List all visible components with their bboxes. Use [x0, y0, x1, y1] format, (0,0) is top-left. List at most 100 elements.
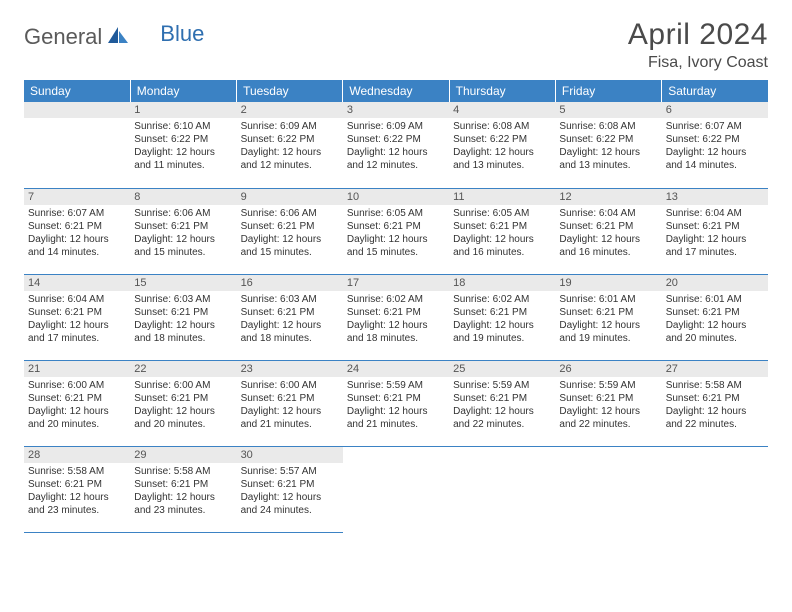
sunrise-text: Sunrise: 5:58 AM [28, 465, 126, 478]
sunrise-text: Sunrise: 6:00 AM [28, 379, 126, 392]
weekday-header-row: Sunday Monday Tuesday Wednesday Thursday… [24, 80, 768, 102]
sunrise-text: Sunrise: 6:03 AM [241, 293, 339, 306]
weekday-header: Saturday [662, 80, 768, 102]
day-number: 28 [24, 447, 130, 463]
day-number: 7 [24, 189, 130, 205]
sunrise-text: Sunrise: 6:09 AM [241, 120, 339, 133]
day-number: 9 [237, 189, 343, 205]
sunset-text: Sunset: 6:22 PM [559, 133, 657, 146]
day-number: 20 [662, 275, 768, 291]
sunrise-text: Sunrise: 6:04 AM [28, 293, 126, 306]
day-cell: 30Sunrise: 5:57 AMSunset: 6:21 PMDayligh… [237, 446, 343, 532]
daylight-text: Daylight: 12 hours and 20 minutes. [134, 405, 232, 431]
day-cell [343, 446, 449, 532]
sunrise-text: Sunrise: 6:00 AM [241, 379, 339, 392]
day-details: Sunrise: 6:05 AMSunset: 6:21 PMDaylight:… [449, 205, 555, 263]
day-details: Sunrise: 6:00 AMSunset: 6:21 PMDaylight:… [24, 377, 130, 435]
day-cell: 25Sunrise: 5:59 AMSunset: 6:21 PMDayligh… [449, 360, 555, 446]
daylight-text: Daylight: 12 hours and 20 minutes. [28, 405, 126, 431]
day-details: Sunrise: 6:02 AMSunset: 6:21 PMDaylight:… [449, 291, 555, 349]
day-cell: 5Sunrise: 6:08 AMSunset: 6:22 PMDaylight… [555, 102, 661, 188]
day-cell: 1Sunrise: 6:10 AMSunset: 6:22 PMDaylight… [130, 102, 236, 188]
day-cell: 21Sunrise: 6:00 AMSunset: 6:21 PMDayligh… [24, 360, 130, 446]
day-number: 27 [662, 361, 768, 377]
daylight-text: Daylight: 12 hours and 17 minutes. [666, 233, 764, 259]
day-details: Sunrise: 6:02 AMSunset: 6:21 PMDaylight:… [343, 291, 449, 349]
weekday-header: Monday [130, 80, 236, 102]
sunrise-text: Sunrise: 6:10 AM [134, 120, 232, 133]
day-number: 11 [449, 189, 555, 205]
day-cell: 3Sunrise: 6:09 AMSunset: 6:22 PMDaylight… [343, 102, 449, 188]
day-details: Sunrise: 5:59 AMSunset: 6:21 PMDaylight:… [555, 377, 661, 435]
day-cell: 13Sunrise: 6:04 AMSunset: 6:21 PMDayligh… [662, 188, 768, 274]
daylight-text: Daylight: 12 hours and 24 minutes. [241, 491, 339, 517]
week-row: 14Sunrise: 6:04 AMSunset: 6:21 PMDayligh… [24, 274, 768, 360]
daylight-text: Daylight: 12 hours and 13 minutes. [453, 146, 551, 172]
day-number: 17 [343, 275, 449, 291]
daylight-text: Daylight: 12 hours and 16 minutes. [559, 233, 657, 259]
sunset-text: Sunset: 6:21 PM [28, 306, 126, 319]
day-details: Sunrise: 5:59 AMSunset: 6:21 PMDaylight:… [449, 377, 555, 435]
daylight-text: Daylight: 12 hours and 12 minutes. [347, 146, 445, 172]
daylight-text: Daylight: 12 hours and 19 minutes. [559, 319, 657, 345]
sunrise-text: Sunrise: 5:59 AM [559, 379, 657, 392]
daylight-text: Daylight: 12 hours and 13 minutes. [559, 146, 657, 172]
day-cell: 6Sunrise: 6:07 AMSunset: 6:22 PMDaylight… [662, 102, 768, 188]
sunset-text: Sunset: 6:21 PM [241, 392, 339, 405]
daylight-text: Daylight: 12 hours and 18 minutes. [241, 319, 339, 345]
brand-part1: General [24, 24, 102, 50]
daylight-text: Daylight: 12 hours and 12 minutes. [241, 146, 339, 172]
day-details: Sunrise: 6:01 AMSunset: 6:21 PMDaylight:… [662, 291, 768, 349]
daylight-text: Daylight: 12 hours and 23 minutes. [134, 491, 232, 517]
day-number: 26 [555, 361, 661, 377]
sunset-text: Sunset: 6:21 PM [559, 392, 657, 405]
sunset-text: Sunset: 6:21 PM [134, 306, 232, 319]
daylight-text: Daylight: 12 hours and 22 minutes. [453, 405, 551, 431]
day-details: Sunrise: 6:04 AMSunset: 6:21 PMDaylight:… [24, 291, 130, 349]
daylight-text: Daylight: 12 hours and 22 minutes. [559, 405, 657, 431]
sunset-text: Sunset: 6:22 PM [347, 133, 445, 146]
day-cell: 20Sunrise: 6:01 AMSunset: 6:21 PMDayligh… [662, 274, 768, 360]
day-number: 6 [662, 102, 768, 118]
day-details: Sunrise: 6:03 AMSunset: 6:21 PMDaylight:… [130, 291, 236, 349]
day-number: 10 [343, 189, 449, 205]
day-details: Sunrise: 6:07 AMSunset: 6:22 PMDaylight:… [662, 118, 768, 176]
day-number: 12 [555, 189, 661, 205]
day-number: 19 [555, 275, 661, 291]
day-cell: 28Sunrise: 5:58 AMSunset: 6:21 PMDayligh… [24, 446, 130, 532]
sunset-text: Sunset: 6:21 PM [28, 478, 126, 491]
weekday-header: Wednesday [343, 80, 449, 102]
sunset-text: Sunset: 6:21 PM [347, 220, 445, 233]
day-number: 16 [237, 275, 343, 291]
day-details: Sunrise: 5:58 AMSunset: 6:21 PMDaylight:… [24, 463, 130, 521]
daylight-text: Daylight: 12 hours and 15 minutes. [134, 233, 232, 259]
day-number: 30 [237, 447, 343, 463]
sunrise-text: Sunrise: 6:01 AM [666, 293, 764, 306]
day-cell: 23Sunrise: 6:00 AMSunset: 6:21 PMDayligh… [237, 360, 343, 446]
day-number: 3 [343, 102, 449, 118]
sunrise-text: Sunrise: 5:59 AM [347, 379, 445, 392]
day-cell: 26Sunrise: 5:59 AMSunset: 6:21 PMDayligh… [555, 360, 661, 446]
day-cell [555, 446, 661, 532]
day-cell: 16Sunrise: 6:03 AMSunset: 6:21 PMDayligh… [237, 274, 343, 360]
day-number: 14 [24, 275, 130, 291]
sunset-text: Sunset: 6:21 PM [241, 306, 339, 319]
day-cell: 9Sunrise: 6:06 AMSunset: 6:21 PMDaylight… [237, 188, 343, 274]
calendar-table: Sunday Monday Tuesday Wednesday Thursday… [24, 80, 768, 533]
day-details: Sunrise: 6:00 AMSunset: 6:21 PMDaylight:… [237, 377, 343, 435]
day-details: Sunrise: 6:03 AMSunset: 6:21 PMDaylight:… [237, 291, 343, 349]
daylight-text: Daylight: 12 hours and 18 minutes. [347, 319, 445, 345]
day-details: Sunrise: 6:05 AMSunset: 6:21 PMDaylight:… [343, 205, 449, 263]
sunset-text: Sunset: 6:21 PM [453, 306, 551, 319]
weekday-header: Sunday [24, 80, 130, 102]
page-header: General Blue April 2024 Fisa, Ivory Coas… [24, 18, 768, 72]
day-number: 29 [130, 447, 236, 463]
sunrise-text: Sunrise: 6:06 AM [134, 207, 232, 220]
week-row: 1Sunrise: 6:10 AMSunset: 6:22 PMDaylight… [24, 102, 768, 188]
day-number: 25 [449, 361, 555, 377]
sunset-text: Sunset: 6:21 PM [28, 220, 126, 233]
day-cell [662, 446, 768, 532]
sunrise-text: Sunrise: 6:08 AM [559, 120, 657, 133]
daylight-text: Daylight: 12 hours and 14 minutes. [666, 146, 764, 172]
sunrise-text: Sunrise: 6:02 AM [453, 293, 551, 306]
